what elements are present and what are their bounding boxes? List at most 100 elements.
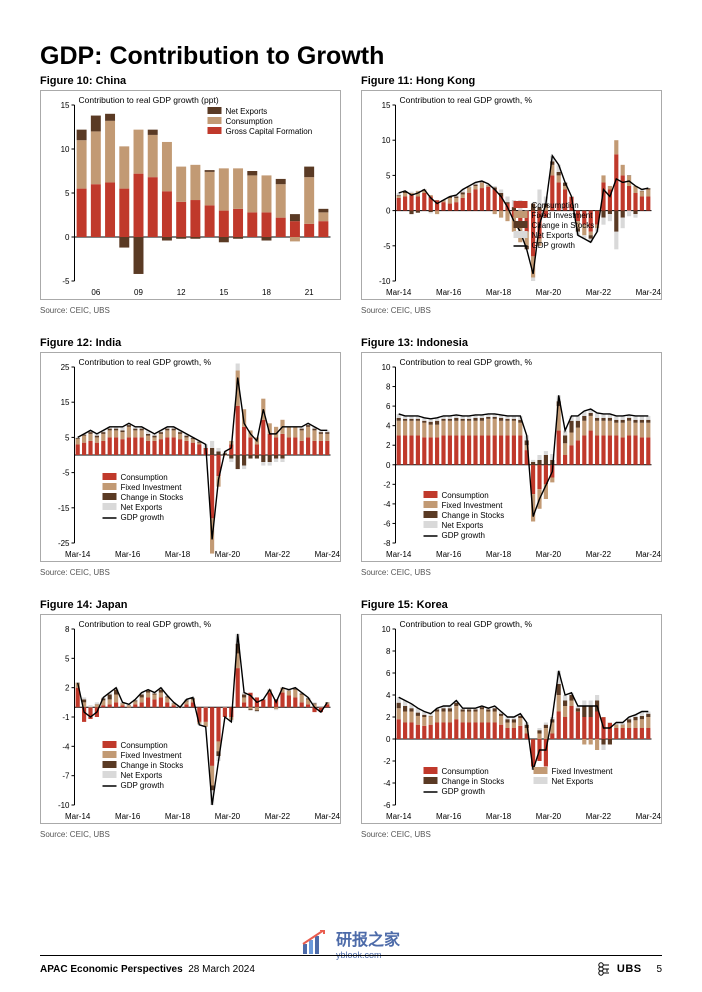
fig-title: Figure 15: Korea xyxy=(361,599,662,611)
svg-text:4: 4 xyxy=(386,691,391,700)
svg-text:Change in Stocks: Change in Stocks xyxy=(121,493,184,502)
svg-text:-8: -8 xyxy=(383,539,391,548)
svg-text:Change in Stocks: Change in Stocks xyxy=(442,511,505,520)
svg-text:Mar-20: Mar-20 xyxy=(215,812,241,821)
fig-title: Figure 10: China xyxy=(40,75,341,87)
panel-china: Figure 10: China -5051015Contribution to… xyxy=(40,75,341,327)
svg-text:Mar-14: Mar-14 xyxy=(65,812,91,821)
svg-text:Mar-20: Mar-20 xyxy=(215,550,241,559)
svg-text:15: 15 xyxy=(382,101,391,110)
chart-china: -5051015Contribution to real GDP growth … xyxy=(40,90,341,300)
svg-text:Mar-20: Mar-20 xyxy=(536,812,562,821)
chart-hongkong: -10-5051015Contribution to real GDP grow… xyxy=(361,90,662,300)
svg-text:Mar-24: Mar-24 xyxy=(636,550,661,559)
svg-text:GDP growth: GDP growth xyxy=(121,781,164,790)
svg-text:-5: -5 xyxy=(62,469,70,478)
svg-text:2: 2 xyxy=(386,441,391,450)
svg-text:Mar-20: Mar-20 xyxy=(536,288,562,297)
svg-text:5: 5 xyxy=(386,171,391,180)
svg-text:Mar-18: Mar-18 xyxy=(486,288,512,297)
svg-text:Fixed Investment: Fixed Investment xyxy=(121,483,183,492)
svg-text:-6: -6 xyxy=(383,801,391,810)
svg-text:2: 2 xyxy=(65,684,70,693)
svg-text:Consumption: Consumption xyxy=(532,201,579,210)
svg-text:Consumption: Consumption xyxy=(121,473,168,482)
source-text: Source: CEIC, UBS xyxy=(40,306,341,315)
svg-text:Contribution to real GDP growt: Contribution to real GDP growth, % xyxy=(79,357,212,367)
svg-text:10: 10 xyxy=(61,145,70,154)
svg-text:Mar-24: Mar-24 xyxy=(315,812,340,821)
footer-date: 28 March 2024 xyxy=(188,964,255,975)
svg-text:Mar-22: Mar-22 xyxy=(586,288,612,297)
svg-text:Mar-14: Mar-14 xyxy=(386,812,412,821)
page-footer: APAC Economic Perspectives 28 March 2024… xyxy=(40,955,662,976)
svg-text:Net Exports: Net Exports xyxy=(442,521,484,530)
svg-text:8: 8 xyxy=(386,383,391,392)
svg-text:Fixed Investment: Fixed Investment xyxy=(552,767,614,776)
svg-text:-2: -2 xyxy=(383,757,391,766)
svg-text:Contribution to real GDP growt: Contribution to real GDP growth, % xyxy=(400,357,533,367)
svg-text:Change in Stocks: Change in Stocks xyxy=(442,777,505,786)
chart-grid: Figure 10: China -5 0 5 10 15 Contribution to… xyxy=(40,75,662,851)
source-text: Source: CEIC, UBS xyxy=(40,568,341,577)
svg-text:06: 06 xyxy=(91,288,100,297)
svg-text:2: 2 xyxy=(386,713,391,722)
svg-text:Consumption: Consumption xyxy=(442,767,489,776)
svg-text:-4: -4 xyxy=(383,779,391,788)
svg-text:Mar-14: Mar-14 xyxy=(65,550,91,559)
chart-korea: -6-4-20246810Contribution to real GDP gr… xyxy=(361,614,662,824)
chart-indonesia: -8-6-4-20246810Contribution to real GDP … xyxy=(361,352,662,562)
svg-text:Fixed Investment: Fixed Investment xyxy=(442,501,504,510)
svg-text:-4: -4 xyxy=(62,742,70,751)
svg-text:Mar-18: Mar-18 xyxy=(486,550,512,559)
svg-text:Consumption: Consumption xyxy=(442,491,489,500)
svg-text:Mar-18: Mar-18 xyxy=(165,550,191,559)
svg-text:Mar-24: Mar-24 xyxy=(315,550,340,559)
svg-text:Fixed Investment: Fixed Investment xyxy=(121,751,183,760)
svg-text:4: 4 xyxy=(386,422,391,431)
svg-text:Mar-22: Mar-22 xyxy=(586,812,612,821)
chart-india: -25-15-551525Contribution to real GDP gr… xyxy=(40,352,341,562)
svg-text:Consumption: Consumption xyxy=(226,117,273,126)
svg-text:Net Exports: Net Exports xyxy=(121,771,163,780)
brand-logo: UBS xyxy=(617,963,642,975)
source-text: Source: CEIC, UBS xyxy=(361,568,662,577)
svg-text:0: 0 xyxy=(386,207,391,216)
source-text: Source: CEIC, UBS xyxy=(40,830,341,839)
svg-text:Contribution to real GDP growt: Contribution to real GDP growth, % xyxy=(79,619,212,629)
source-text: Source: CEIC, UBS xyxy=(361,306,662,315)
svg-text:15: 15 xyxy=(61,398,70,407)
svg-text:-6: -6 xyxy=(383,519,391,528)
svg-text:Contribution to real GDP growt: Contribution to real GDP growth (ppt) xyxy=(79,95,219,105)
svg-text:Mar-14: Mar-14 xyxy=(386,288,412,297)
chart-japan: -10-7-4-1258Contribution to real GDP gro… xyxy=(40,614,341,824)
svg-text:5: 5 xyxy=(65,654,70,663)
watermark-text: 研报之家 xyxy=(336,932,400,949)
svg-text:Mar-22: Mar-22 xyxy=(265,812,291,821)
svg-text:Change in Stocks: Change in Stocks xyxy=(532,221,595,230)
svg-text:Mar-16: Mar-16 xyxy=(436,812,462,821)
svg-text:-5: -5 xyxy=(62,277,70,286)
svg-text:Net Exports: Net Exports xyxy=(532,231,574,240)
svg-text:5: 5 xyxy=(65,433,70,442)
svg-text:GDP growth: GDP growth xyxy=(532,241,575,250)
svg-text:Mar-22: Mar-22 xyxy=(265,550,291,559)
svg-text:5: 5 xyxy=(65,189,70,198)
footer-series: APAC Economic Perspectives xyxy=(40,964,183,975)
fig-title: Figure 14: Japan xyxy=(40,599,341,611)
svg-text:15: 15 xyxy=(61,101,70,110)
svg-text:-15: -15 xyxy=(58,504,70,513)
svg-text:Mar-20: Mar-20 xyxy=(536,550,562,559)
page-title: GDP: Contribution to Growth xyxy=(40,42,662,71)
svg-text:10: 10 xyxy=(382,136,391,145)
svg-text:0: 0 xyxy=(386,461,391,470)
svg-text:12: 12 xyxy=(177,288,186,297)
svg-text:GDP growth: GDP growth xyxy=(121,513,164,522)
ubs-keys-icon xyxy=(597,962,611,976)
svg-text:-10: -10 xyxy=(58,801,70,810)
svg-text:Contribution to real GDP growt: Contribution to real GDP growth, % xyxy=(400,95,533,105)
panel-indonesia: Figure 13: Indonesia -8-6-4-20246810Cont… xyxy=(361,337,662,589)
svg-text:10: 10 xyxy=(382,625,391,634)
svg-text:-7: -7 xyxy=(62,772,70,781)
svg-text:Gross Capital Formation: Gross Capital Formation xyxy=(226,127,313,136)
